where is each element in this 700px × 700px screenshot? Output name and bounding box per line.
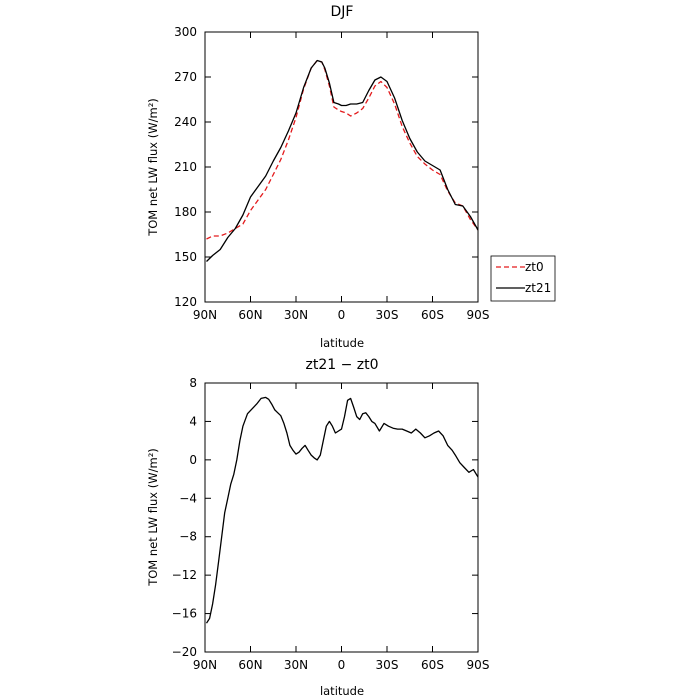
bottom-panel-plot: 90N 60N 30N 0 30S 60S 90S −20 −16 −12 −8 −4 0 4 8 — [172, 376, 490, 672]
top-x-tick-label-2: 30N — [284, 308, 308, 322]
top-x-tick-label-6: 90S — [467, 308, 490, 322]
bottom-panel-frame — [204, 382, 479, 653]
top-y-tick-label-6: 300 — [174, 25, 197, 39]
top-x-tick-label-0: 90N — [193, 308, 217, 322]
top-y-tick-label-1: 150 — [174, 250, 197, 264]
bottom-y-tick-label-3: −8 — [179, 530, 197, 544]
bottom-y-tick-label-5: 0 — [189, 453, 197, 467]
top-y-tick-label-4: 240 — [174, 115, 197, 129]
legend-label-zt21: zt21 — [525, 281, 551, 295]
bottom-x-tick-label-5: 60S — [421, 658, 444, 672]
legend-entry-zt0: zt0 — [496, 260, 544, 274]
top-y-tick-label-5: 270 — [174, 70, 197, 84]
bottom-x-tick-label-1: 60N — [238, 658, 262, 672]
bottom-y-tick-label-6: 4 — [189, 414, 197, 428]
top-panel-frame — [204, 31, 479, 303]
bottom-x-tick-label-3: 0 — [338, 658, 346, 672]
bottom-x-tick-label-0: 90N — [193, 658, 217, 672]
top-panel-title: DJF — [331, 4, 354, 20]
top-y-tick-label-3: 210 — [174, 160, 197, 174]
bottom-y-tick-label-0: −20 — [172, 645, 197, 659]
top-y-tick-label-2: 180 — [174, 205, 197, 219]
bottom-panel-xlabel: latitude — [320, 684, 364, 698]
bottom-x-tick-label-6: 90S — [467, 658, 490, 672]
legend-label-zt0: zt0 — [525, 260, 544, 274]
bottom-panel-title: zt21 − zt0 — [305, 357, 378, 373]
bottom-panel: zt21 − zt0 TOM net LW flux (W/m²) latitu… — [146, 357, 489, 698]
legend: zt0 zt21 — [490, 255, 556, 302]
top-x-tick-label-5: 60S — [421, 308, 444, 322]
legend-entry-zt21: zt21 — [496, 281, 551, 295]
top-panel-ylabel: TOM net LW flux (W/m²) — [146, 98, 160, 237]
top-x-tick-label-3: 0 — [338, 308, 346, 322]
top-x-tick-label-4: 30S — [376, 308, 399, 322]
bottom-series-line-0 — [205, 396, 479, 624]
top-series-line-zt21 — [206, 59, 479, 262]
top-x-tick-label-1: 60N — [238, 308, 262, 322]
bottom-x-tick-label-2: 30N — [284, 658, 308, 672]
bottom-y-tick-label-2: −12 — [172, 568, 197, 582]
top-panel: DJF TOM net LW flux (W/m²) latitude 90N 6… — [146, 4, 489, 350]
top-y-tick-label-0: 120 — [174, 295, 197, 309]
top-series-line-zt0 — [206, 59, 479, 240]
bottom-x-tick-label-4: 30S — [376, 658, 399, 672]
bottom-y-tick-label-4: −4 — [179, 491, 197, 505]
top-panel-plot: 90N 60N 30N 0 30S 60S 90S 120 150 180 210 240 270 300 — [174, 25, 489, 322]
bottom-panel-ylabel: TOM net LW flux (W/m²) — [146, 448, 160, 587]
bottom-y-tick-label-7: 8 — [189, 376, 197, 390]
legend-box — [490, 255, 556, 302]
bottom-y-tick-label-1: −16 — [172, 607, 197, 621]
top-panel-xlabel: latitude — [320, 336, 364, 350]
